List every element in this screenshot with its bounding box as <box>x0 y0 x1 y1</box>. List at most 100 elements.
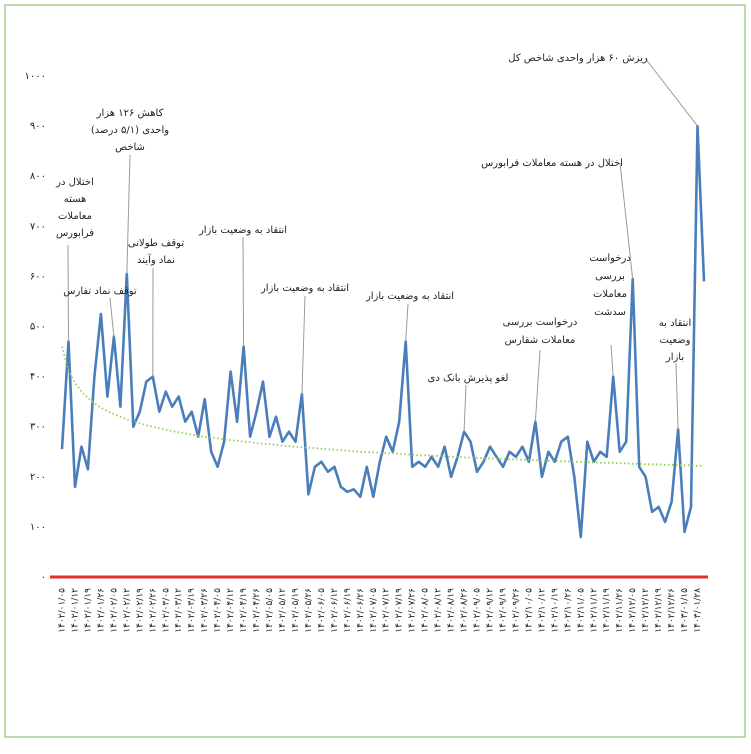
y-tick-label: ۵۰۰ <box>30 322 46 333</box>
annotation: انتقاد به وضعیت بازار <box>365 291 454 342</box>
x-tick-label: ۱۴۰۲/۰۲/۱۲ <box>122 588 132 633</box>
annotation-text: بررسی <box>595 271 625 282</box>
annotation: اختلال در هسته معاملات فرابورس <box>481 158 634 279</box>
y-tick-label: ۷۰۰ <box>30 221 46 232</box>
x-tick-label: ۱۴۰۲/۱۰/۲۶ <box>563 588 573 633</box>
x-tick-label: ۱۴۰۲/۰۱/۱۹ <box>83 588 93 633</box>
annotation-text: فرابورس <box>56 228 94 239</box>
x-tick-label: ۱۴۰۲/۰۹/۰۵ <box>473 588 483 633</box>
y-tick-label: ۴۰۰ <box>30 372 46 383</box>
annotation: درخواست بررسی معاملات سدشت <box>589 253 631 377</box>
x-tick-label: ۱۴۰۲/۰۵/۱۲ <box>278 588 288 633</box>
x-tick-label: ۱۴۰۲/۰۲/۰۵ <box>109 588 119 633</box>
x-tick-label: ۱۴۰۲/۰۳/۱۹ <box>187 588 197 633</box>
annotation-text: معاملات <box>58 211 92 222</box>
annotation-text: نماد وآیند <box>137 253 175 266</box>
x-tick-label: ۱۴۰۲/۰۷/۰۵ <box>369 588 379 633</box>
annotation-text: بازار <box>665 352 684 363</box>
x-tick-label: ۱۴۰۲/۰۱/۲۶ <box>96 588 106 633</box>
annotation-text: توقف نماد تفارس <box>63 286 137 297</box>
annotation: درخواست بررسی معاملات شقارس <box>503 317 577 422</box>
annotation-text: انتقاد به <box>659 318 691 329</box>
x-tick-label: ۱۴۰۲/۰۴/۲۶ <box>252 588 262 633</box>
annotation-leader <box>619 162 634 279</box>
x-tick-label: ۱۴۰۲/۰۱/۱۲ <box>70 588 80 633</box>
annotation-leader <box>301 295 306 395</box>
x-tick-label: ۱۴۰۲/۰۶/۲۶ <box>356 588 366 633</box>
y-tick-label: ۲۰۰ <box>30 472 46 483</box>
x-tick-label: ۱۴۰۲/۰۲/۱۹ <box>135 588 145 633</box>
annotation-text: انتقاد به وضعیت بازار <box>365 291 454 302</box>
x-tick-label: ۱۴۰۳/۰۱/۱۵ <box>680 588 690 633</box>
annotation-text: شاخص <box>115 142 145 153</box>
annotation-leader <box>644 57 698 127</box>
x-tick-label: ۱۴۰۲/۰۱/۰۵ <box>58 588 68 633</box>
annotation: توقف نماد تفارس <box>63 286 137 337</box>
annotation: انتقاد به وضعیت بازار <box>260 283 349 395</box>
annotation: توقف طولانی نماد وآیند <box>128 238 184 377</box>
annotation-leader <box>534 349 541 422</box>
annotation-text: لغو پذیرش بانک دی <box>428 373 509 384</box>
x-tick-label: ۱۴۰۲/۱۰/۰۵ <box>524 588 534 633</box>
annotation-text: معاملات <box>593 289 627 300</box>
annotation-text: کاهش ۱۲۶ هزار <box>96 108 164 119</box>
x-tick-label: ۱۴۰۲/۰۶/۱۲ <box>330 588 340 633</box>
x-tick-label: ۱۴۰۲/۰۵/۲۶ <box>304 588 314 633</box>
x-tick-label: ۱۴۰۲/۰۹/۱۲ <box>486 588 496 633</box>
x-tick-label: ۱۴۰۳/۰۱/۲۸ <box>693 588 703 633</box>
x-tick-label: ۱۴۰۲/۰۶/۱۹ <box>343 588 353 633</box>
x-tick-label: ۱۴۰۲/۱۱/۱۲ <box>589 588 599 633</box>
x-tick-label: ۱۴۰۲/۱۱/۰۵ <box>576 588 586 633</box>
x-tick-label: ۱۴۰۲/۰۷/۱۹ <box>395 588 405 633</box>
annotation-text: معاملات شقارس <box>505 335 576 346</box>
annotation-text: اختلال در هسته معاملات فرابورس <box>481 158 623 169</box>
x-tick-label: ۱۴۰۲/۰۳/۰۵ <box>161 588 171 633</box>
annotation-leader <box>463 384 467 432</box>
x-tick-label: ۱۴۰۲/۰۹/۱۹ <box>498 588 508 633</box>
annotation-text: اختلال در <box>55 177 94 188</box>
annotation-text: هسته <box>64 194 87 205</box>
x-tick-label: ۱۴۰۲/۰۴/۰۵ <box>213 588 223 633</box>
annotation-leader <box>109 297 115 337</box>
annotation-text: وضعیت <box>660 335 691 346</box>
y-tick-label: ۰ <box>41 572 46 583</box>
x-tick-label: ۱۴۰۲/۰۸/۲۶ <box>460 588 470 633</box>
trend-line <box>61 346 704 467</box>
annotation: لغو پذیرش بانک دی <box>428 373 509 432</box>
y-tick-label: ۸۰۰ <box>30 171 46 182</box>
y-tick-label: ۱۰۰۰ <box>25 71 46 82</box>
x-tick-label: ۱۴۰۲/۰۸/۱۲ <box>434 588 444 633</box>
annotation-text: ریزش ۶۰ هزار واحدی شاخص کل <box>508 53 648 64</box>
x-tick-label: ۱۴۰۲/۰۶/۰۵ <box>317 588 327 633</box>
annotation: انتقاد به وضعیت بازار <box>198 225 287 347</box>
annotation: انتقاد به وضعیت بازار <box>659 318 691 430</box>
annotation-text: انتقاد به وضعیت بازار <box>260 283 349 294</box>
y-tick-label: ۱۰۰ <box>30 522 46 533</box>
annotation-leader <box>242 236 245 347</box>
annotation-text: انتقاد به وضعیت بازار <box>198 225 287 236</box>
annotation-text: توقف طولانی <box>128 238 184 249</box>
annotation-leader <box>126 154 131 274</box>
x-tick-label: ۱۴۰۲/۰۷/۲۶ <box>408 588 418 633</box>
x-tick-label: ۱۴۰۲/۰۳/۱۲ <box>174 588 184 633</box>
annotation-leader <box>675 362 679 430</box>
annotation: اختلال در هسته معاملات فرابورس <box>55 177 94 342</box>
annotation: کاهش ۱۲۶ هزار واحدی (۵/۱ درصد) شاخص <box>91 108 169 274</box>
y-tick-label: ۹۰۰ <box>30 121 46 132</box>
x-tick-label: ۱۴۰۲/۰۴/۱۲ <box>226 588 236 633</box>
annotation-text: واحدی (۵/۱ درصد) <box>91 125 169 136</box>
x-tick-label: ۱۴۰۲/۰۷/۱۲ <box>382 588 392 633</box>
x-tick-label: ۱۴۰۲/۰۲/۲۶ <box>148 588 158 633</box>
annotation-text: سدشت <box>594 307 626 318</box>
x-tick-label: ۱۴۰۲/۱۲/۲۶ <box>667 588 677 633</box>
x-tick-label: ۱۴۰۲/۱۱/۲۶ <box>615 588 625 633</box>
annotation-text: درخواست <box>589 253 631 264</box>
x-tick-label: ۱۴۰۲/۱۲/۱۲ <box>641 588 651 633</box>
x-tick-label: ۱۴۰۲/۰۳/۲۶ <box>200 588 210 633</box>
x-tick-label: ۱۴۰۲/۱۱/۱۹ <box>602 588 612 633</box>
x-tick-label: ۱۴۰۲/۱۲/۰۵ <box>628 588 638 633</box>
x-tick-label: ۱۴۰۲/۰۹/۲۶ <box>511 588 521 633</box>
x-tick-label: ۱۴۰۲/۱۰/۱۲ <box>537 588 547 633</box>
x-tick-label: ۱۴۰۲/۰۵/۱۹ <box>291 588 301 633</box>
